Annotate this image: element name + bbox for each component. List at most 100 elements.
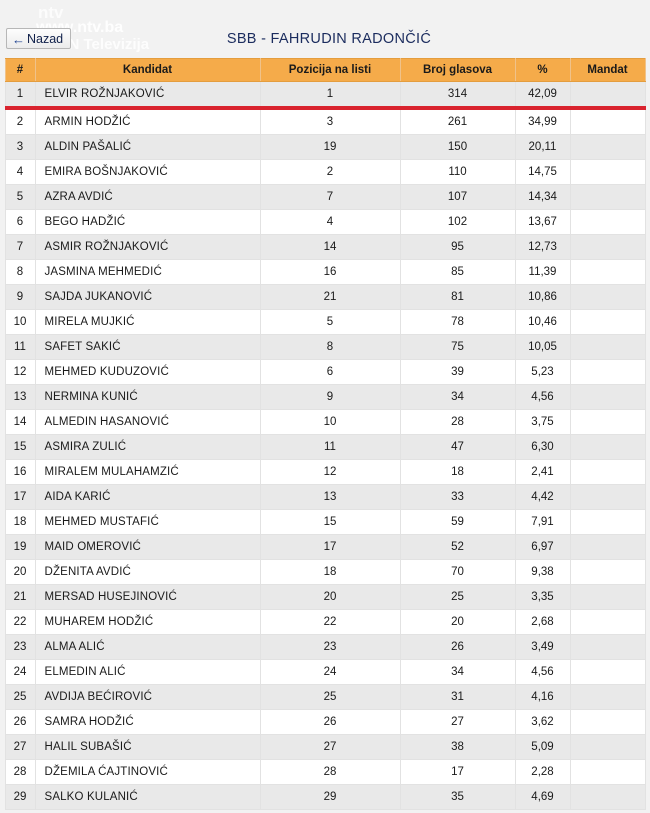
table-row[interactable]: 9 SAJDA JUKANOVIĆ 21 81 10,86	[4, 284, 646, 310]
column-header-candidate[interactable]: Kandidat	[34, 58, 261, 82]
table-row[interactable]: 1 ELVIR ROŽNJAKOVIĆ 1 314 42,09	[4, 81, 646, 110]
table-row[interactable]: 29 SALKO KULANIĆ 29 35 4,69	[4, 784, 646, 810]
candidate-mandate	[569, 634, 646, 660]
candidate-percent: 3,62	[514, 709, 571, 735]
table-row[interactable]: 17 AIDA KARIĆ 13 33 4,42	[4, 484, 646, 510]
candidate-votes: 25	[399, 584, 516, 610]
table-row[interactable]: 26 SAMRA HODŽIĆ 26 27 3,62	[4, 709, 646, 735]
candidate-votes: 75	[399, 334, 516, 360]
candidate-position: 5	[259, 309, 401, 335]
table-row[interactable]: 20 DŽENITA AVDIĆ 18 70 9,38	[4, 559, 646, 585]
candidate-mandate	[569, 107, 646, 135]
candidate-name: ALMA ALIĆ	[34, 634, 261, 660]
candidate-name: ALMEDIN HASANOVIĆ	[34, 409, 261, 435]
candidate-votes: 107	[399, 184, 516, 210]
candidate-rank: 17	[4, 484, 36, 510]
candidate-position: 11	[259, 434, 401, 460]
table-row[interactable]: 6 BEGO HADŽIĆ 4 102 13,67	[4, 209, 646, 235]
table-row[interactable]: 25 AVDIJA BEĆIROVIĆ 25 31 4,16	[4, 684, 646, 710]
table-header: # Kandidat Pozicija na listi Broj glasov…	[4, 58, 646, 82]
candidate-percent: 2,68	[514, 609, 571, 635]
column-header-percent[interactable]: %	[514, 58, 571, 82]
column-header-index[interactable]: #	[4, 58, 36, 82]
candidate-percent: 10,46	[514, 309, 571, 335]
table-row[interactable]: 11 SAFET SAKIĆ 8 75 10,05	[4, 334, 646, 360]
candidate-rank: 2	[4, 107, 36, 135]
candidate-mandate	[569, 434, 646, 460]
candidate-name: SAMRA HODŽIĆ	[34, 709, 261, 735]
table-row[interactable]: 27 HALIL SUBAŠIĆ 27 38 5,09	[4, 734, 646, 760]
candidate-percent: 5,09	[514, 734, 571, 760]
table-row[interactable]: 19 MAID OMEROVIĆ 17 52 6,97	[4, 534, 646, 560]
table-row[interactable]: 2 ARMIN HODŽIĆ 3 261 34,99	[4, 107, 646, 135]
candidate-name: ASMIR ROŽNJAKOVIĆ	[34, 234, 261, 260]
candidate-votes: 39	[399, 359, 516, 385]
candidate-rank: 14	[4, 409, 36, 435]
candidate-mandate	[569, 309, 646, 335]
candidate-name: EMIRA BOŠNJAKOVIĆ	[34, 159, 261, 185]
table-row[interactable]: 28 DŽEMILA ĆAJTINOVIĆ 28 17 2,28	[4, 759, 646, 785]
candidate-percent: 3,75	[514, 409, 571, 435]
candidate-position: 23	[259, 634, 401, 660]
candidate-rank: 11	[4, 334, 36, 360]
candidate-rank: 16	[4, 459, 36, 485]
candidate-results-table: # Kandidat Pozicija na listi Broj glasov…	[4, 58, 646, 810]
candidate-name: DŽEMILA ĆAJTINOVIĆ	[34, 759, 261, 785]
table-row[interactable]: 8 JASMINA MEHMEDIĆ 16 85 11,39	[4, 259, 646, 285]
candidate-position: 1	[259, 81, 401, 110]
candidate-percent: 12,73	[514, 234, 571, 260]
candidate-rank: 15	[4, 434, 36, 460]
candidate-percent: 7,91	[514, 509, 571, 535]
table-row[interactable]: 7 ASMIR ROŽNJAKOVIĆ 14 95 12,73	[4, 234, 646, 260]
table-row[interactable]: 21 MERSAD HUSEJINOVIĆ 20 25 3,35	[4, 584, 646, 610]
candidate-rank: 25	[4, 684, 36, 710]
candidate-votes: 34	[399, 384, 516, 410]
table-row[interactable]: 13 NERMINA KUNIĆ 9 34 4,56	[4, 384, 646, 410]
candidate-votes: 95	[399, 234, 516, 260]
candidate-mandate	[569, 709, 646, 735]
candidate-percent: 3,35	[514, 584, 571, 610]
table-row[interactable]: 16 MIRALEM MULAHAMZIĆ 12 18 2,41	[4, 459, 646, 485]
candidate-rank: 12	[4, 359, 36, 385]
table-header-row: # Kandidat Pozicija na listi Broj glasov…	[4, 58, 646, 82]
candidate-mandate	[569, 734, 646, 760]
table-row[interactable]: 12 MEHMED KUDUZOVIĆ 6 39 5,23	[4, 359, 646, 385]
candidate-votes: 150	[399, 134, 516, 160]
candidate-votes: 34	[399, 659, 516, 685]
back-button[interactable]: ← Nazad	[6, 28, 72, 49]
candidate-position: 3	[259, 107, 401, 135]
candidate-name: MEHMED MUSTAFIĆ	[34, 509, 261, 535]
table-row[interactable]: 14 ALMEDIN HASANOVIĆ 10 28 3,75	[4, 409, 646, 435]
table-row[interactable]: 23 ALMA ALIĆ 23 26 3,49	[4, 634, 646, 660]
table-row[interactable]: 24 ELMEDIN ALIĆ 24 34 4,56	[4, 659, 646, 685]
candidate-rank: 5	[4, 184, 36, 210]
candidate-mandate	[569, 134, 646, 160]
candidate-rank: 1	[4, 81, 36, 110]
column-header-votes[interactable]: Broj glasova	[399, 58, 516, 82]
table-row[interactable]: 22 MUHAREM HODŽIĆ 22 20 2,68	[4, 609, 646, 635]
candidate-rank: 27	[4, 734, 36, 760]
candidate-mandate	[569, 81, 646, 110]
table-row[interactable]: 3 ALDIN PAŠALIĆ 19 150 20,11	[4, 134, 646, 160]
column-header-mandate[interactable]: Mandat	[569, 58, 646, 82]
column-header-position[interactable]: Pozicija na listi	[259, 58, 401, 82]
table-row[interactable]: 4 EMIRA BOŠNJAKOVIĆ 2 110 14,75	[4, 159, 646, 185]
candidate-name: ELMEDIN ALIĆ	[34, 659, 261, 685]
candidate-name: MIRELA MUJKIĆ	[34, 309, 261, 335]
candidate-mandate	[569, 334, 646, 360]
candidate-name: MAID OMEROVIĆ	[34, 534, 261, 560]
table-row[interactable]: 5 AZRA AVDIĆ 7 107 14,34	[4, 184, 646, 210]
candidate-position: 20	[259, 584, 401, 610]
table-row[interactable]: 15 ASMIRA ZULIĆ 11 47 6,30	[4, 434, 646, 460]
candidate-rank: 28	[4, 759, 36, 785]
candidate-votes: 102	[399, 209, 516, 235]
table-row[interactable]: 18 MEHMED MUSTAFIĆ 15 59 7,91	[4, 509, 646, 535]
candidate-position: 22	[259, 609, 401, 635]
candidate-name: MUHAREM HODŽIĆ	[34, 609, 261, 635]
candidate-position: 25	[259, 684, 401, 710]
candidate-position: 21	[259, 284, 401, 310]
candidate-position: 10	[259, 409, 401, 435]
table-row[interactable]: 10 MIRELA MUJKIĆ 5 78 10,46	[4, 309, 646, 335]
candidate-rank: 9	[4, 284, 36, 310]
candidate-mandate	[569, 284, 646, 310]
